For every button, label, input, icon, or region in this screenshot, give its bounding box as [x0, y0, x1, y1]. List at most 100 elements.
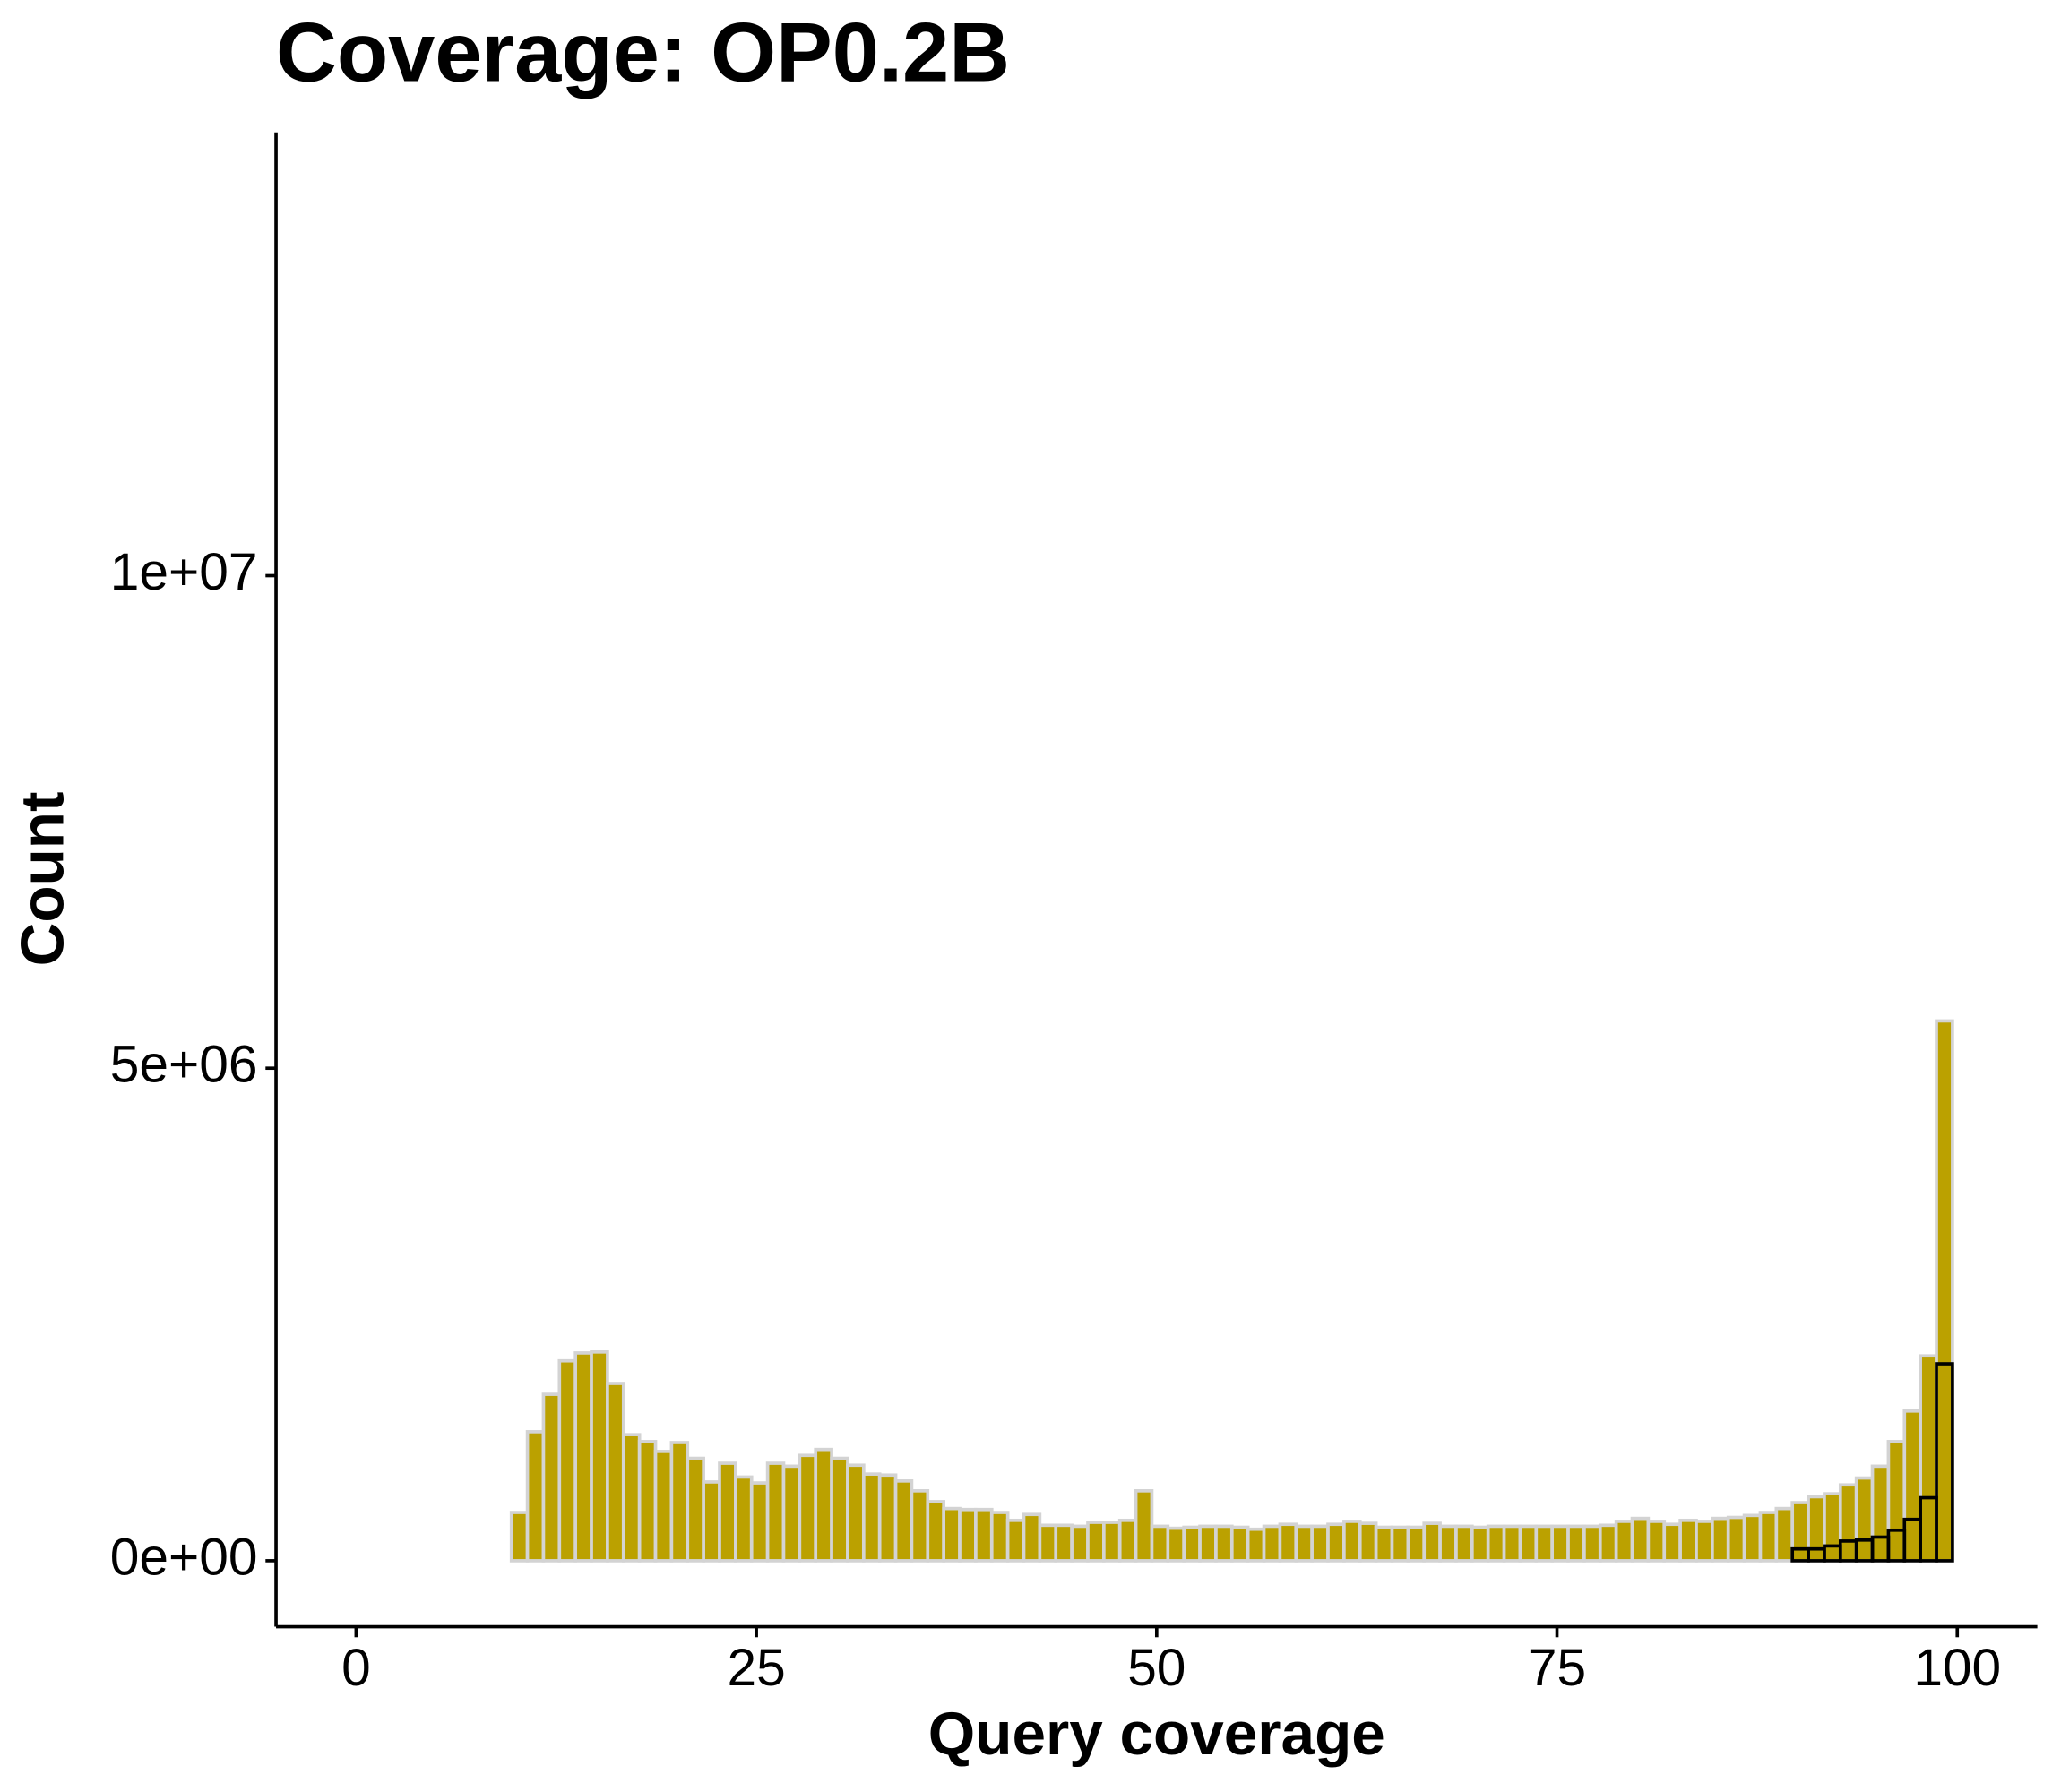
x-tick-label: 25 [727, 1639, 785, 1697]
bar [1919, 1354, 1938, 1563]
bar [1935, 1019, 1954, 1563]
bar [1518, 1524, 1539, 1563]
x-tick-label: 75 [1528, 1639, 1586, 1697]
bar [509, 1511, 530, 1563]
bar [1150, 1524, 1170, 1563]
bar [1102, 1521, 1122, 1563]
bar [1166, 1526, 1186, 1563]
bar [1438, 1524, 1458, 1563]
bar [877, 1473, 898, 1563]
bar [1198, 1524, 1218, 1563]
bar [1695, 1520, 1714, 1563]
y-tick-label: 5e+06 [110, 1036, 258, 1094]
bar [910, 1489, 930, 1563]
bar [1470, 1525, 1490, 1563]
bar [653, 1450, 674, 1563]
bar [974, 1507, 994, 1563]
x-tick-label: 0 [341, 1639, 371, 1697]
bar [781, 1464, 802, 1563]
bar [749, 1481, 770, 1563]
x-axis-title: Query coverage [928, 1701, 1385, 1768]
bar [1502, 1524, 1522, 1563]
bar [1646, 1520, 1667, 1563]
bar [1134, 1489, 1154, 1563]
bar [1086, 1521, 1106, 1563]
bar [942, 1506, 962, 1563]
bar [637, 1440, 658, 1563]
x-tick-label: 100 [1913, 1639, 2001, 1697]
bar [814, 1447, 833, 1563]
bar [989, 1511, 1010, 1563]
bar [1294, 1524, 1314, 1563]
bar [1614, 1520, 1634, 1563]
bar [1870, 1464, 1891, 1563]
bar [1278, 1522, 1298, 1563]
bar [830, 1456, 849, 1563]
bar [573, 1351, 593, 1563]
bar [926, 1500, 945, 1563]
bar [861, 1472, 882, 1563]
bar [1070, 1524, 1090, 1563]
bar [1326, 1522, 1346, 1563]
bar [1790, 1501, 1810, 1563]
bar [1246, 1527, 1266, 1563]
bar [1342, 1520, 1362, 1563]
bar [1582, 1524, 1602, 1563]
bar [1742, 1513, 1763, 1563]
y-axis-title: Count [10, 792, 77, 967]
bar [1630, 1516, 1651, 1563]
bar [1182, 1525, 1202, 1563]
bar [1662, 1522, 1682, 1563]
bar [525, 1430, 546, 1563]
bar [1486, 1524, 1506, 1563]
bar [1678, 1518, 1698, 1563]
bar [1550, 1524, 1570, 1563]
bar [557, 1358, 578, 1563]
bar [765, 1461, 786, 1563]
bar [1726, 1515, 1746, 1563]
bar [1117, 1518, 1138, 1563]
bar [734, 1475, 754, 1563]
bar [1838, 1483, 1858, 1563]
x-tick-label: 50 [1127, 1639, 1186, 1697]
bar [541, 1392, 562, 1563]
bar [1262, 1524, 1282, 1563]
bar [1022, 1512, 1042, 1563]
bar [606, 1382, 625, 1563]
bar [893, 1479, 914, 1563]
bar [1406, 1525, 1427, 1563]
y-tick-label: 0e+00 [110, 1528, 258, 1586]
bar [1454, 1524, 1474, 1563]
bar [702, 1480, 721, 1563]
bar [1935, 1362, 1954, 1563]
bar [1374, 1525, 1394, 1563]
bar [1229, 1525, 1250, 1563]
bar [718, 1461, 737, 1563]
bar [669, 1441, 690, 1563]
bar [621, 1433, 642, 1563]
bar [1807, 1495, 1826, 1563]
bar [1310, 1524, 1330, 1563]
bar [1774, 1506, 1795, 1563]
bar [1054, 1523, 1074, 1563]
bar [1566, 1524, 1586, 1563]
bar [1886, 1440, 1907, 1563]
bar [798, 1453, 818, 1563]
bar [1534, 1524, 1555, 1563]
bar [846, 1463, 866, 1563]
bar [958, 1507, 978, 1563]
bar [1005, 1518, 1026, 1563]
y-tick-label: 1e+07 [110, 543, 258, 601]
bar [1902, 1409, 1922, 1563]
chart-title: Coverage: OP0.2B [276, 4, 1010, 99]
bar [1214, 1524, 1234, 1563]
bar [1038, 1523, 1058, 1563]
bar [1358, 1521, 1378, 1563]
bar [1390, 1525, 1410, 1563]
bar [1823, 1492, 1842, 1563]
bar [1711, 1516, 1730, 1563]
bar [1758, 1511, 1779, 1563]
bar [590, 1349, 609, 1563]
bar [1854, 1476, 1875, 1563]
